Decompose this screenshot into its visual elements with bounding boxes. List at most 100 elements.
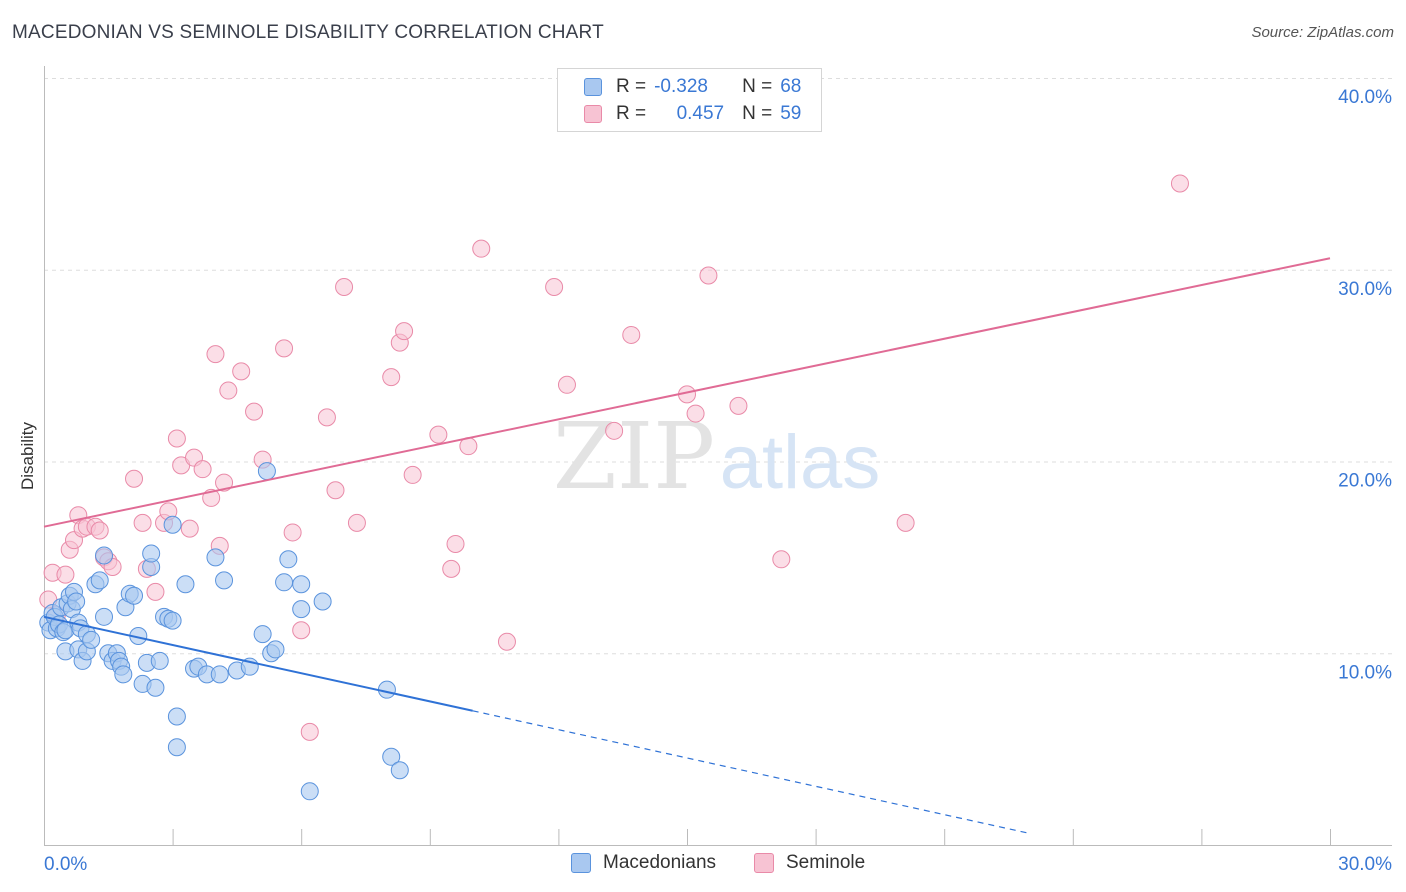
legend-label-macedonians: Macedonians	[603, 852, 717, 873]
n-value: 59	[780, 103, 802, 124]
legend-swatch-blue	[571, 853, 591, 873]
macedonian-point	[167, 707, 186, 726]
macedonian-point	[206, 548, 225, 567]
macedonian-point	[210, 665, 229, 684]
macedonian-point	[95, 546, 114, 565]
seminole-trend-line	[43, 257, 1331, 528]
macedonian-point	[90, 571, 109, 590]
seminole-point	[772, 550, 791, 569]
y-tick-label: 40.0%	[1338, 87, 1392, 108]
macedonian-point	[300, 782, 319, 801]
seminole-point	[300, 722, 319, 741]
seminole-points	[39, 174, 1189, 741]
seminole-point	[686, 404, 705, 423]
seminole-point	[472, 239, 491, 258]
tick-labels: 10.0% 20.0% 30.0% 40.0% 0.0% 30.0%	[44, 87, 1392, 875]
macedonian-trend-extension	[472, 710, 1031, 835]
seminole-point	[125, 469, 144, 488]
macedonian-point	[142, 544, 161, 563]
legend-row-seminole: R = 0.457 N = 59	[584, 102, 801, 126]
seminole-point	[146, 582, 165, 601]
seminole-point	[896, 513, 915, 532]
macedonian-point	[257, 462, 276, 481]
seminole-point	[215, 473, 234, 492]
y-axis-label: Disability	[18, 421, 37, 491]
seminole-point	[317, 408, 336, 427]
seminole-point	[283, 523, 302, 542]
axis-ticks	[44, 829, 1331, 845]
watermark: ZIP atlas	[553, 403, 880, 510]
r-label: R =	[616, 76, 647, 97]
seminole-point	[729, 396, 748, 415]
seminole-point	[395, 322, 414, 341]
seminole-point	[232, 362, 251, 381]
r-value: -0.328	[654, 76, 708, 97]
trend-lines	[43, 257, 1331, 835]
x-tick-label: 30.0%	[1338, 854, 1392, 875]
macedonian-point	[292, 600, 311, 619]
macedonian-point	[167, 738, 186, 757]
macedonian-point	[163, 611, 182, 630]
macedonian-point	[313, 592, 332, 611]
seminole-point	[335, 278, 354, 297]
macedonian-point	[390, 761, 409, 780]
chart-title: MACEDONIAN VS SEMINOLE DISABILITY CORREL…	[12, 22, 604, 43]
seminole-point	[245, 402, 264, 421]
legend-row-macedonians: R = -0.328 N = 68	[584, 75, 801, 99]
legend-swatch-pink	[584, 105, 602, 123]
seminole-point	[497, 632, 516, 651]
y-tick-label: 10.0%	[1338, 662, 1392, 683]
r-label: R =	[616, 103, 647, 124]
macedonian-point	[150, 651, 169, 670]
macedonian-point	[275, 573, 294, 592]
seminole-point	[403, 465, 422, 484]
macedonian-point	[146, 678, 165, 697]
seminole-point	[326, 481, 345, 500]
y-tick-label: 30.0%	[1338, 279, 1392, 300]
legend-label-seminole: Seminole	[786, 852, 866, 873]
watermark-atlas: atlas	[720, 420, 881, 505]
macedonian-points	[39, 462, 409, 801]
macedonian-point	[176, 575, 195, 594]
macedonian-point	[279, 550, 298, 569]
legend-item-macedonians: Macedonians	[571, 852, 716, 874]
series-legend: Macedonians Seminole	[0, 852, 1406, 876]
macedonian-point	[114, 665, 133, 684]
macedonian-point	[266, 640, 285, 659]
macedonian-point	[125, 586, 144, 605]
seminole-point	[347, 513, 366, 532]
seminole-point	[193, 460, 212, 479]
macedonian-point	[253, 625, 272, 644]
seminole-point	[622, 325, 641, 344]
axes	[44, 66, 1392, 846]
macedonian-point	[292, 575, 311, 594]
y-tick-label: 20.0%	[1338, 471, 1392, 492]
correlation-legend: R = -0.328 N = 68 R = 0.457 N = 59	[557, 68, 822, 132]
macedonian-point	[67, 592, 86, 611]
seminole-point	[382, 368, 401, 387]
x-tick-label: 0.0%	[44, 854, 87, 875]
seminole-point	[442, 559, 461, 578]
seminole-point	[56, 565, 75, 584]
seminole-point	[275, 339, 294, 358]
macedonian-point	[163, 515, 182, 534]
seminole-point	[446, 534, 465, 553]
macedonian-point	[82, 630, 101, 649]
seminole-point	[292, 621, 311, 640]
macedonian-trend-line	[43, 615, 473, 712]
n-value: 68	[780, 76, 802, 97]
seminole-point	[180, 519, 199, 538]
seminole-point	[545, 278, 564, 297]
legend-item-seminole: Seminole	[754, 852, 865, 874]
seminole-point	[1170, 174, 1189, 193]
seminole-point	[429, 425, 448, 444]
seminole-point	[167, 429, 186, 448]
n-label: N =	[742, 103, 773, 124]
seminole-point	[206, 345, 225, 364]
macedonian-point	[382, 747, 401, 766]
seminole-point	[557, 375, 576, 394]
chart-source: Source: ZipAtlas.com	[1251, 24, 1394, 41]
seminole-point	[219, 381, 238, 400]
seminole-point	[90, 521, 109, 540]
